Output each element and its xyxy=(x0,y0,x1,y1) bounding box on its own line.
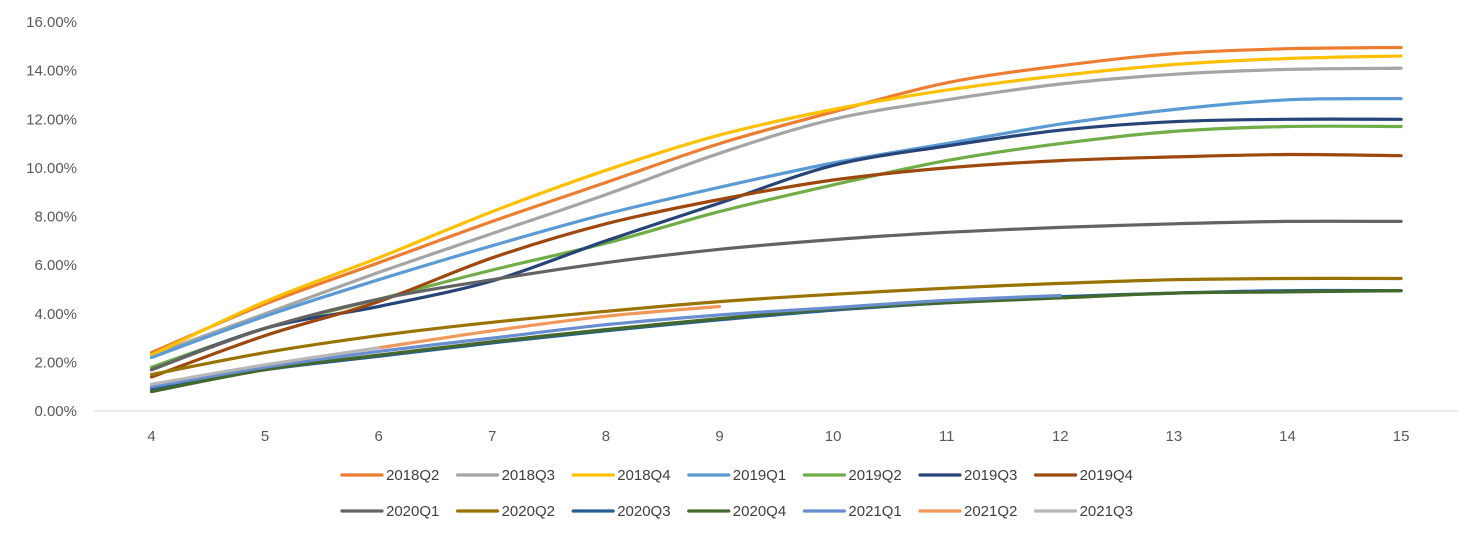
legend: 2018Q2 2018Q3 2018Q4 2019Q1 2019Q2 2019Q3 2019… xyxy=(340,467,1133,520)
y-tick-label: 14.00% xyxy=(26,63,77,80)
series-line-2018Q3 xyxy=(149,66,1403,357)
legend-label: 2021Q3 xyxy=(1080,503,1133,520)
legend-label: 2020Q2 xyxy=(502,503,555,520)
x-tick-label: 12 xyxy=(1052,428,1069,445)
legend-label: 2018Q4 xyxy=(617,467,670,484)
y-axis: 0.00% 2.00% 4.00% 6.00% 8.00% 10.00% 12.00% 14.… xyxy=(26,14,77,420)
series-line-2019Q4 xyxy=(149,152,1403,379)
legend-label: 2021Q1 xyxy=(848,503,901,520)
legend-item: 2019Q3 xyxy=(918,467,1017,484)
y-tick-label: 2.00% xyxy=(34,354,77,371)
x-tick-label: 11 xyxy=(939,428,955,445)
x-tick-label: 4 xyxy=(147,428,155,445)
legend-item: 2019Q1 xyxy=(687,467,786,484)
legend-label: 2020Q1 xyxy=(386,503,439,520)
x-tick-label: 8 xyxy=(602,428,610,445)
y-tick-label: 10.00% xyxy=(26,160,77,177)
series-line-2020Q1 xyxy=(149,219,1403,372)
legend-label: 2018Q3 xyxy=(502,467,555,484)
legend-item: 2021Q2 xyxy=(918,503,1017,520)
legend-item: 2021Q3 xyxy=(1033,503,1133,520)
legend-item: 2018Q2 xyxy=(340,467,439,484)
x-tick-label: 14 xyxy=(1279,428,1296,445)
x-tick-label: 13 xyxy=(1166,428,1183,445)
y-tick-label: 16.00% xyxy=(26,14,77,31)
x-tick-label: 6 xyxy=(375,428,383,445)
y-tick-label: 6.00% xyxy=(34,257,77,274)
legend-item: 2020Q2 xyxy=(456,503,555,520)
y-tick-label: 4.00% xyxy=(34,306,77,323)
legend-label: 2020Q3 xyxy=(617,503,670,520)
legend-item: 2019Q4 xyxy=(1033,467,1133,484)
y-tick-label: 8.00% xyxy=(34,209,77,226)
series-line-2019Q1 xyxy=(149,96,1403,360)
x-tick-label: 5 xyxy=(261,428,269,445)
y-tick-label: 0.00% xyxy=(34,403,77,420)
legend-item: 2020Q3 xyxy=(571,503,671,520)
y-tick-label: 12.00% xyxy=(26,111,77,128)
series-lines xyxy=(149,45,1403,394)
legend-item: 2020Q4 xyxy=(687,503,786,520)
series-line-2021Q3 xyxy=(149,346,381,386)
legend-label: 2019Q3 xyxy=(964,467,1017,484)
series-line-2018Q2 xyxy=(149,45,1403,355)
legend-label: 2019Q2 xyxy=(848,467,901,484)
series-line-2018Q4 xyxy=(149,54,1403,357)
x-tick-label: 15 xyxy=(1393,428,1410,445)
legend-label: 2021Q2 xyxy=(964,503,1017,520)
series-line-2020Q2 xyxy=(149,276,1403,377)
legend-item: 2018Q4 xyxy=(571,467,671,484)
legend-item: 2018Q3 xyxy=(456,467,555,484)
legend-item: 2019Q2 xyxy=(802,467,902,484)
x-tick-label: 9 xyxy=(715,428,723,445)
legend-label: 2019Q1 xyxy=(733,467,786,484)
x-tick-label: 7 xyxy=(488,428,496,445)
legend-label: 2018Q2 xyxy=(386,467,439,484)
legend-label: 2019Q4 xyxy=(1080,467,1133,484)
series-line-2021Q2 xyxy=(377,304,722,350)
series-line-2019Q3 xyxy=(149,117,1403,372)
series-line-2019Q2 xyxy=(149,124,1403,369)
legend-item: 2021Q1 xyxy=(802,503,902,520)
x-axis: 4 5 6 7 8 9 10 11 12 13 14 15 xyxy=(147,428,1409,445)
series-line-2021Q1 xyxy=(149,293,1062,389)
legend-label: 2020Q4 xyxy=(733,503,786,520)
series-line-2020Q4 xyxy=(149,289,1403,394)
legend-item: 2020Q1 xyxy=(340,503,439,520)
x-tick-label: 10 xyxy=(825,428,842,445)
